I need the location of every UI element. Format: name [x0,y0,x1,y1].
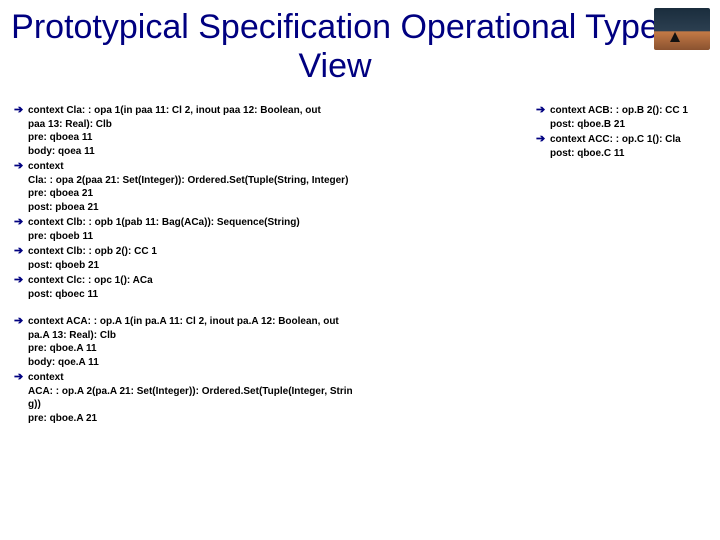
context-item: context Clb: : opb 1(pab 11: Bag(ACa)): … [14,216,518,243]
context-lead: context [14,160,518,174]
context-lead: context [14,371,518,385]
context-line: post: qboe.C 11 [536,147,706,161]
context-line: post: qboec 11 [14,288,518,302]
context-line: g)) [14,398,518,412]
context-item: context ACC: : op.C 1(): Cla post: qboe.… [536,133,706,160]
context-lead: context Clb: : opb 2(): CC 1 [14,245,518,259]
context-lead: context ACB: : op.B 2(): CC 1 [536,104,706,118]
context-line: paa 13: Real): Clb [14,118,518,132]
context-line: pre: qboe.A 11 [14,342,518,356]
left-group-1: context Cla: : opa 1(in paa 11: Cl 2, in… [14,104,518,301]
left-column: context Cla: : opa 1(in paa 11: Cl 2, in… [14,104,518,427]
context-item: context Clb: : opb 2(): CC 1 post: qboeb… [14,245,518,272]
page-title: Prototypical Specification Operational T… [0,0,720,98]
context-line: pre: qboe.A 21 [14,412,518,426]
context-item: context ACA: : op.A 1(in pa.A 11: Cl 2, … [14,315,518,369]
context-line: body: qoea 11 [14,145,518,159]
context-lead: context ACA: : op.A 1(in pa.A 11: Cl 2, … [14,315,518,329]
context-line: Cla: : opa 2(paa 21: Set(Integer)): Orde… [14,174,518,188]
context-line: post: qboeb 21 [14,259,518,273]
context-item: context Cla: : opa 2(paa 21: Set(Integer… [14,160,518,214]
content-columns: context Cla: : opa 1(in paa 11: Cl 2, in… [0,98,720,427]
context-line: pre: qboeb 11 [14,230,518,244]
context-lead: context Clc: : opc 1(): ACa [14,274,518,288]
context-line: post: pboea 21 [14,201,518,215]
context-line: ACA: : op.A 2(pa.A 21: Set(Integer)): Or… [14,385,518,399]
context-lead: context ACC: : op.C 1(): Cla [536,133,706,147]
left-group-2: context ACA: : op.A 1(in pa.A 11: Cl 2, … [14,315,518,425]
context-lead: context Cla: : opa 1(in paa 11: Cl 2, in… [14,104,518,118]
context-line: pre: qboea 21 [14,187,518,201]
right-column: context ACB: : op.B 2(): CC 1 post: qboe… [536,104,706,427]
context-line: pa.A 13: Real): Clb [14,329,518,343]
context-lead: context Clb: : opb 1(pab 11: Bag(ACa)): … [14,216,518,230]
context-item: context ACA: : op.A 2(pa.A 21: Set(Integ… [14,371,518,425]
context-line: body: qoe.A 11 [14,356,518,370]
context-line: post: qboe.B 21 [536,118,706,132]
context-item: context ACB: : op.B 2(): CC 1 post: qboe… [536,104,706,131]
context-item: context Clc: : opc 1(): ACa post: qboec … [14,274,518,301]
context-line: pre: qboea 11 [14,131,518,145]
context-item: context Cla: : opa 1(in paa 11: Cl 2, in… [14,104,518,158]
corner-image [654,8,710,50]
